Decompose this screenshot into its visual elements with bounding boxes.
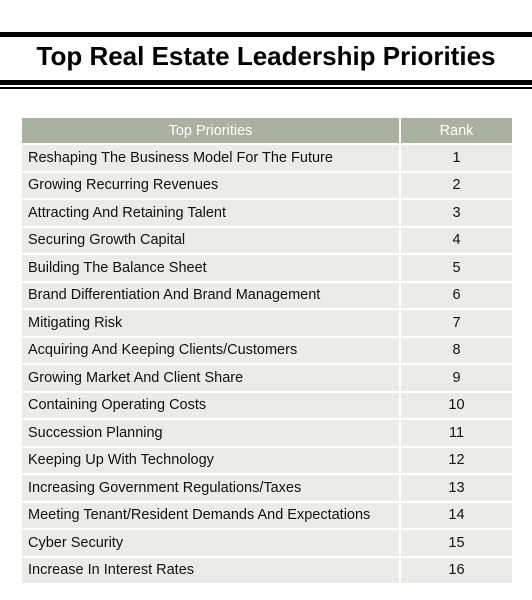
rank-cell: 14: [400, 501, 512, 530]
rank-cell: 2: [400, 171, 512, 200]
priorities-table: Top Priorities Rank Reshaping The Busine…: [22, 118, 512, 585]
priority-cell: Brand Differentiation And Brand Manageme…: [22, 281, 401, 310]
priority-cell: Mitigating Risk: [22, 309, 401, 338]
rank-cell: 10: [400, 391, 512, 420]
rank-cell: 9: [400, 364, 512, 393]
priority-cell: Securing Growth Capital: [22, 226, 401, 255]
rank-cell: 1: [400, 144, 512, 173]
rank-cell: 15: [400, 529, 512, 558]
rank-cell: 16: [400, 556, 512, 585]
table-row: Growing Market And Client Share 9: [22, 364, 512, 393]
priority-cell: Growing Market And Client Share: [22, 364, 401, 393]
rank-cell: 4: [400, 226, 512, 255]
priority-cell: Increasing Government Regulations/Taxes: [22, 474, 401, 503]
rank-cell: 7: [400, 309, 512, 338]
page-title: Top Real Estate Leadership Priorities: [36, 41, 496, 71]
table-row: Reshaping The Business Model For The Fut…: [22, 144, 512, 173]
priority-cell: Succession Planning: [22, 419, 401, 448]
priority-cell: Cyber Security: [22, 529, 401, 558]
rank-cell: 11: [400, 419, 512, 448]
priority-cell: Keeping Up With Technology: [22, 446, 401, 475]
table-row: Succession Planning 11: [22, 419, 512, 448]
table-row: Containing Operating Costs 10: [22, 391, 512, 420]
table-row: Meeting Tenant/Resident Demands And Expe…: [22, 501, 512, 530]
priority-cell: Growing Recurring Revenues: [22, 171, 401, 200]
priority-cell: Acquiring And Keeping Clients/Customers: [22, 336, 401, 365]
table-header-row: Top Priorities Rank: [22, 118, 512, 145]
table-row: Growing Recurring Revenues 2: [22, 171, 512, 200]
rank-cell: 13: [400, 474, 512, 503]
table-row: Mitigating Risk 7: [22, 309, 512, 338]
table-row: Increasing Government Regulations/Taxes …: [22, 474, 512, 503]
rank-cell: 12: [400, 446, 512, 475]
rank-column-header: Rank: [400, 118, 512, 145]
priority-cell: Reshaping The Business Model For The Fut…: [22, 144, 401, 173]
table-row: Attracting And Retaining Talent 3: [22, 199, 512, 228]
rank-cell: 8: [400, 336, 512, 365]
priority-cell: Containing Operating Costs: [22, 391, 401, 420]
table-row: Cyber Security 15: [22, 529, 512, 558]
table-row: Brand Differentiation And Brand Manageme…: [22, 281, 512, 310]
priority-cell: Increase In Interest Rates: [22, 556, 401, 585]
priority-cell: Attracting And Retaining Talent: [22, 199, 401, 228]
table-row: Keeping Up With Technology 12: [22, 446, 512, 475]
rank-cell: 6: [400, 281, 512, 310]
title-rule-bottom-thick: [0, 80, 532, 85]
table-row: Increase In Interest Rates 16: [22, 556, 512, 585]
table-row: Securing Growth Capital 4: [22, 226, 512, 255]
rank-cell: 3: [400, 199, 512, 228]
rank-cell: 5: [400, 254, 512, 283]
table-row: Building The Balance Sheet 5: [22, 254, 512, 283]
priority-column-header: Top Priorities: [22, 118, 401, 145]
priority-cell: Building The Balance Sheet: [22, 254, 401, 283]
priority-cell: Meeting Tenant/Resident Demands And Expe…: [22, 501, 401, 530]
title-rule-top: [0, 32, 532, 37]
title-rule-bottom-thin: [0, 87, 532, 89]
table-row: Acquiring And Keeping Clients/Customers …: [22, 336, 512, 365]
